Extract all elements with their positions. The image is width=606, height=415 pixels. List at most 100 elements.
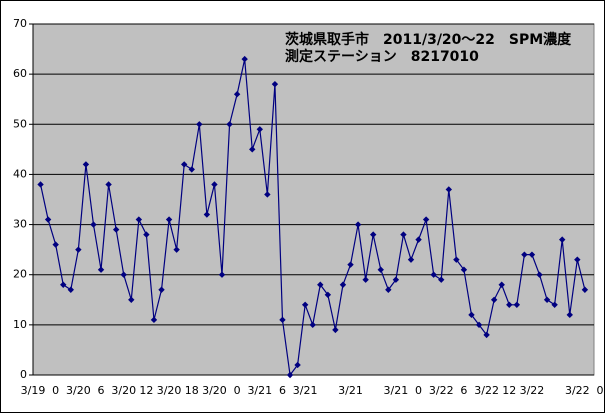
x-tick-label: 3/22 [565, 384, 590, 397]
x-tick-label: 12 [502, 384, 516, 397]
data-point [218, 271, 226, 278]
data-point [44, 216, 52, 223]
plot-background [32, 23, 595, 376]
y-tick-label: 10 [13, 318, 27, 331]
data-point [203, 211, 211, 218]
x-tick-label: 3/22 [429, 384, 454, 397]
data-point [52, 241, 59, 248]
data-point [264, 191, 271, 198]
data-point [574, 256, 581, 263]
data-point [460, 266, 468, 273]
data-point [354, 221, 362, 228]
x-tick-label: 3/21 [384, 384, 409, 397]
data-point [67, 286, 74, 293]
chart-title: 茨城県取手市 2011/3/20～22 SPM濃度 [285, 31, 572, 48]
x-tick-label: 0 [234, 384, 241, 397]
data-point [543, 296, 551, 303]
data-point [256, 126, 263, 133]
data-point [158, 286, 165, 293]
x-tick-label: 3/20 [157, 384, 182, 397]
data-point [317, 281, 324, 288]
data-point [483, 331, 490, 339]
data-point [150, 316, 158, 324]
data-point [120, 271, 127, 278]
data-point [513, 301, 521, 308]
plot-area: 0 10 20 30 40 50 60 70 [13, 17, 595, 381]
data-point [173, 246, 180, 253]
data-point [362, 276, 369, 283]
chart-subtitle: 測定ステーション 8217010 [285, 48, 479, 65]
data-point [143, 231, 150, 238]
data-point [521, 251, 528, 258]
data-point [75, 246, 82, 253]
data-point [468, 311, 475, 319]
data-point [309, 321, 316, 329]
data-point [566, 311, 573, 319]
x-tick-label: 3/22 [520, 384, 545, 397]
data-point [339, 281, 347, 288]
y-tick-label: 20 [13, 268, 27, 281]
data-point [332, 326, 339, 334]
data-point [188, 166, 195, 173]
data-point [324, 291, 332, 298]
y-tick-label: 40 [13, 167, 27, 180]
data-point [233, 91, 241, 98]
data-point [105, 181, 112, 188]
data-point [112, 226, 120, 233]
x-tick-label: 3/20 [66, 384, 91, 397]
data-point [422, 216, 430, 223]
data-point [445, 186, 452, 193]
data-point [97, 266, 105, 273]
x-tick-label: 12 [139, 384, 153, 397]
y-tick-label: 50 [13, 117, 27, 130]
x-tick-label: 3/21 [338, 384, 363, 397]
data-point [370, 231, 377, 238]
x-tick-label: 3/21 [293, 384, 318, 397]
data-point [559, 236, 566, 243]
data-point [475, 321, 483, 329]
x-tick-label: 3/21 [247, 384, 272, 397]
data-point [196, 121, 203, 128]
x-tick-label: 3/22 [474, 384, 499, 397]
data-point [226, 121, 233, 128]
data-point [551, 301, 558, 308]
x-tick-label: 0 [597, 384, 604, 397]
y-tick-label: 60 [13, 67, 27, 80]
data-point [385, 286, 392, 293]
data-point [60, 281, 67, 288]
x-tick-label: 0 [52, 384, 59, 397]
y-tick-label: 30 [13, 218, 27, 231]
data-point [536, 271, 543, 278]
data-point [400, 231, 407, 238]
data-point [181, 161, 188, 168]
x-tick-label: 0 [415, 384, 422, 397]
data-point [37, 181, 44, 188]
x-tick-label: 3/19 [21, 384, 46, 397]
data-point [128, 296, 135, 303]
data-point [286, 371, 294, 379]
data-point [249, 146, 256, 153]
data-point [294, 361, 301, 369]
data-point [82, 161, 90, 168]
data-point [271, 80, 279, 88]
data-point [165, 216, 173, 223]
data-point [377, 266, 384, 273]
x-tick-label: 6 [460, 384, 467, 397]
data-point [392, 276, 400, 283]
data-point [90, 221, 97, 228]
y-tick-label: 70 [13, 17, 27, 30]
data-point [528, 251, 536, 258]
data-point [347, 261, 354, 268]
x-tick-label: 6 [279, 384, 286, 397]
data-point [301, 301, 309, 308]
x-tick-label: 6 [98, 384, 105, 397]
data-point [211, 181, 218, 188]
data-point [135, 216, 143, 223]
data-point [407, 256, 415, 263]
x-tick-label: 18 [185, 384, 199, 397]
data-point [438, 276, 445, 283]
data-point [279, 316, 286, 324]
data-point [506, 301, 513, 308]
data-point [241, 55, 248, 63]
